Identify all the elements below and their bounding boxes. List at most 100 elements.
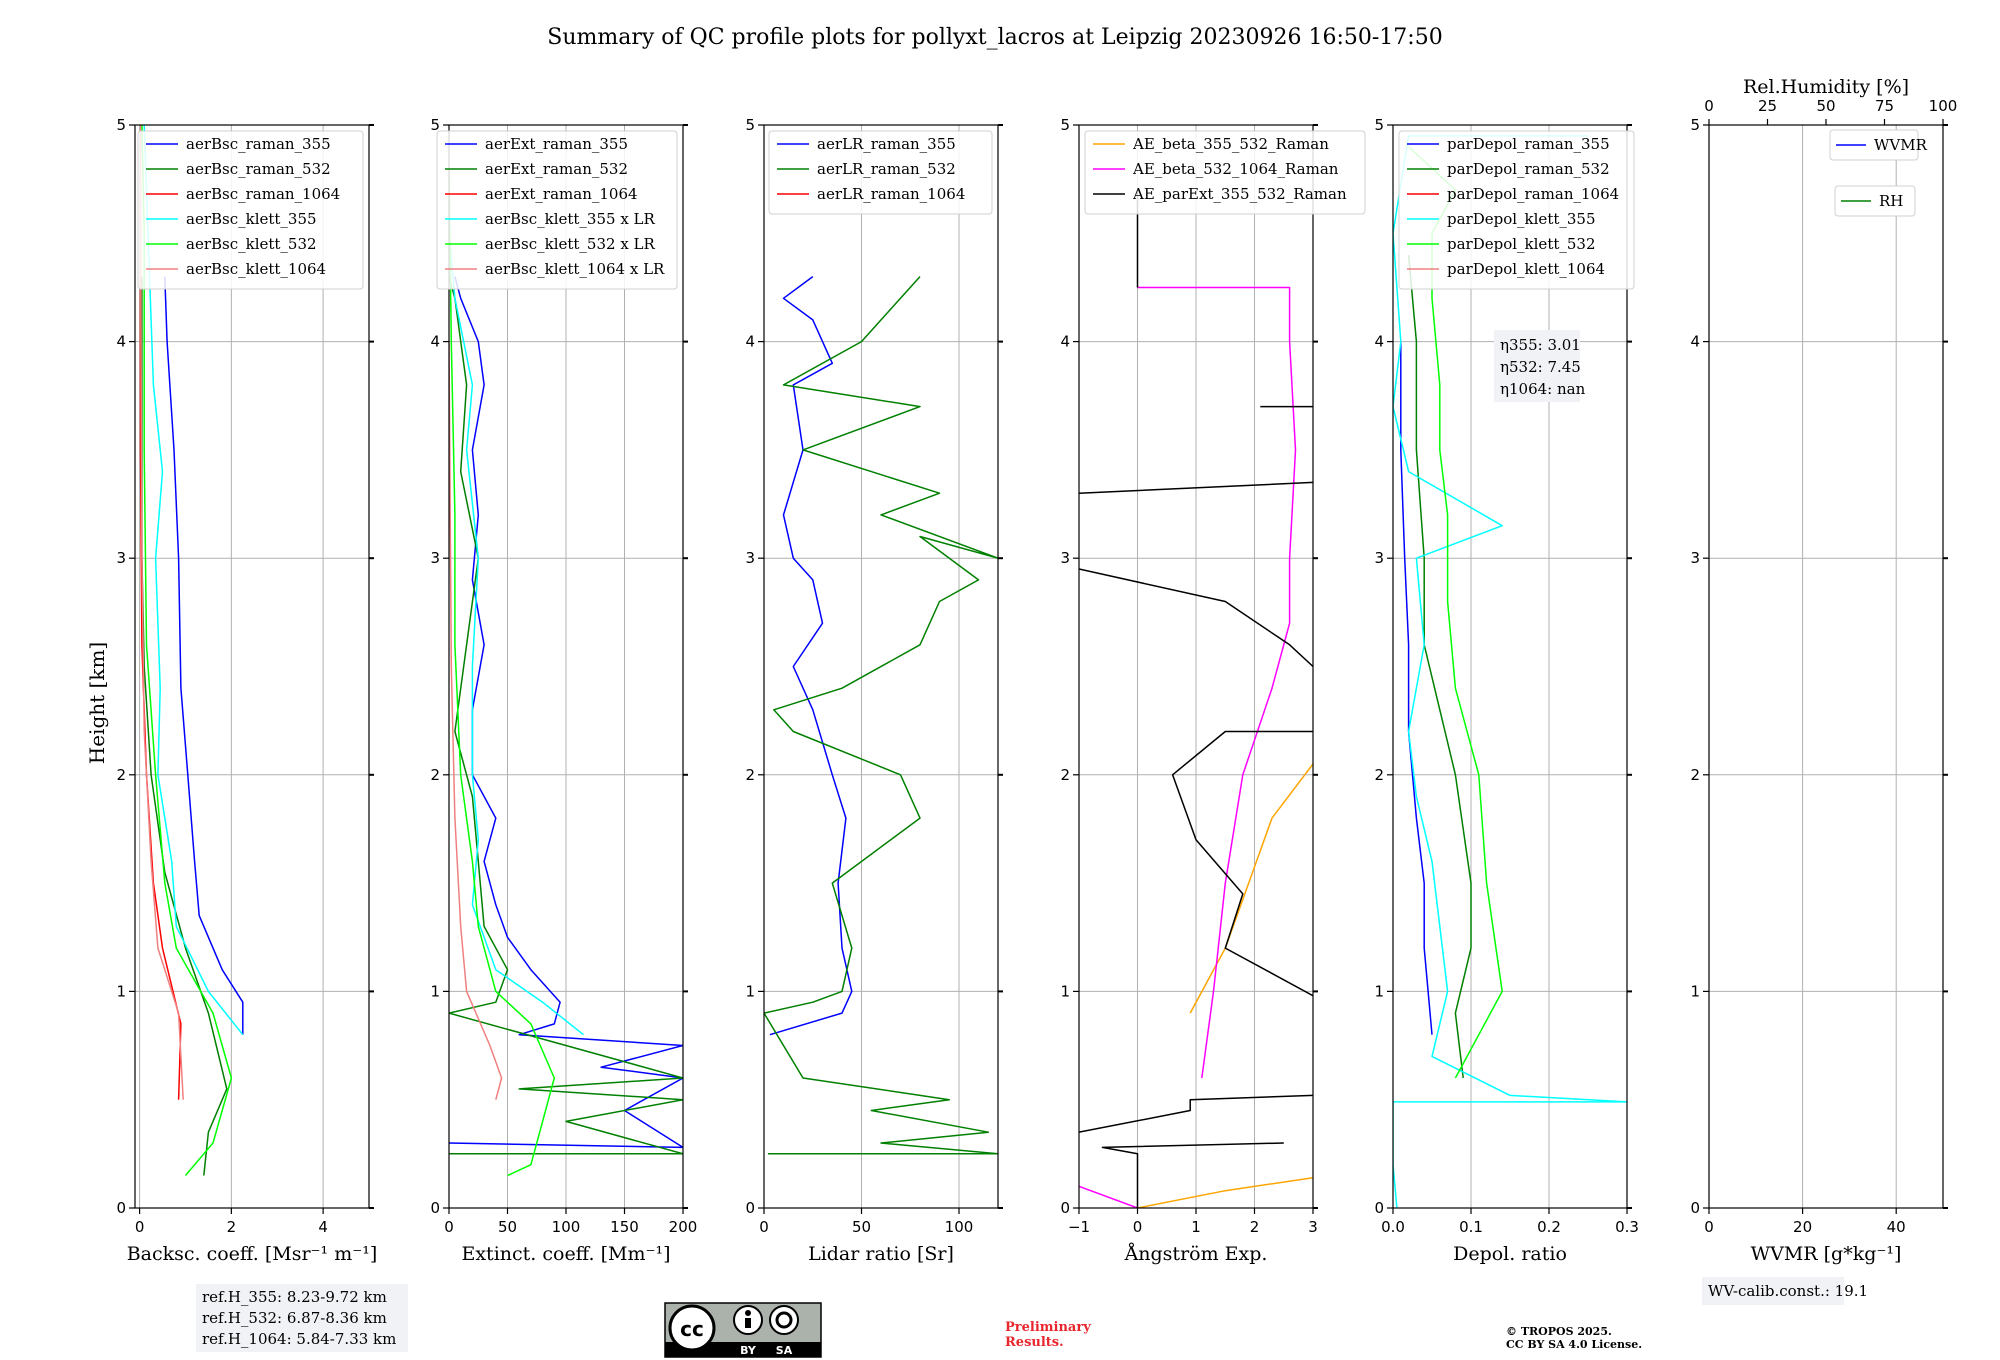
legend-label: aerBsc_raman_355 (186, 135, 331, 153)
x-tick-label: 200 (669, 1218, 698, 1236)
by-icon-head (745, 1310, 751, 1316)
y-tick-label: 1 (430, 982, 440, 1000)
series-line-aerExt_raman_355 (449, 276, 683, 1149)
legend-label: aerExt_raman_1064 (485, 185, 638, 203)
legend-WVMR: WVMR (1829, 129, 1928, 161)
top-tick-label: 75 (1875, 97, 1894, 115)
preliminary-text: Preliminary (1005, 1320, 1091, 1335)
eta-box: η355: 3.01 η532: 7.45 η1064: nan (1494, 330, 1586, 402)
legend-box (1398, 130, 1635, 290)
series-line-aerBsc_raman_355 (164, 276, 244, 1035)
legend-box (137, 130, 364, 290)
preliminary-text: Results. (1005, 1335, 1064, 1350)
series-lines (1079, 190, 1313, 1208)
legend-label: AE_parExt_355_532_Raman (1132, 185, 1347, 203)
x-tick-label: 2 (1250, 1218, 1260, 1236)
cc-license-badge: cc BY SA (664, 1302, 822, 1358)
series-line-aerExt_raman_532 (449, 276, 683, 1155)
x-tick-label: 50 (498, 1218, 517, 1236)
legend-RH: RH (1834, 185, 1916, 217)
legend-label: aerLR_raman_1064 (817, 185, 965, 203)
sa-icon-arc (775, 1311, 793, 1329)
legend: aerBsc_raman_355 aerBsc_raman_532 aerBsc_r… (137, 130, 364, 290)
series-line-AE_beta_532_1064_Raman (1079, 286, 1297, 1208)
x-axis-label: WVMR [g*kg⁻¹] (1751, 1243, 1902, 1265)
x-tick-label: 0 (444, 1218, 454, 1236)
x-tick-label: −1 (1068, 1218, 1090, 1236)
x-tick-label: 40 (1887, 1218, 1906, 1236)
annotation-line: ref.H_1064: 5.84-7.33 km (202, 1330, 396, 1348)
panel-6: 0 20 40 0 1 2 3 4 5 WVMR [g*kg⁻¹] 0 25 50 75 100 Rel.Hu… (1690, 76, 1957, 1305)
x-tick-label: 0 (1704, 1218, 1714, 1236)
legend-label: aerLR_raman_355 (817, 135, 956, 153)
legend-label: aerExt_raman_355 (485, 135, 628, 153)
legend-label: aerExt_raman_532 (485, 160, 628, 178)
series-line-aerBsc_klett_1064 x LR (449, 341, 503, 1100)
top-tick-label: 25 (1758, 97, 1777, 115)
sa-icon (769, 1305, 799, 1335)
x-tick-label: 2 (227, 1218, 237, 1236)
x-tick-label: 0 (759, 1218, 769, 1236)
y-tick-label: 2 (430, 766, 440, 784)
series-line-parDepol_raman_532 (1407, 254, 1472, 1079)
series-lines (1393, 135, 1627, 1208)
x-axis-label: Ångström Exp. (1124, 1243, 1268, 1265)
y-tick-label: 4 (1690, 333, 1700, 351)
y-tick-label: 1 (745, 982, 755, 1000)
top-axis-label: Rel.Humidity [%] (1743, 76, 1909, 98)
series-line-aerBsc_klett_355 x LR (449, 233, 584, 1036)
y-tick-label: 4 (1374, 333, 1384, 351)
legend-box (768, 130, 993, 215)
y-tick-label: 3 (745, 549, 755, 567)
y-tick-label: 1 (1060, 982, 1070, 1000)
legend: AE_beta_355_532_Raman AE_beta_532_1064_Ra… (1084, 130, 1366, 215)
x-tick-label: 0.0 (1381, 1218, 1405, 1236)
annotation-line: ref.H_355: 8.23-9.72 km (202, 1288, 387, 1306)
cc-icon-text: cc (680, 1317, 704, 1341)
wv-calib-box: WV-calib.const.: 19.1 (1702, 1277, 1868, 1305)
x-tick-label: 0 (1133, 1218, 1143, 1236)
legend-label: parDepol_raman_1064 (1447, 185, 1619, 203)
y-tick-label: 2 (116, 766, 126, 784)
series-line-parDepol_klett_355 (1393, 135, 1627, 1208)
annotation-box (196, 1284, 408, 1352)
legend-label: WVMR (1874, 136, 1928, 154)
y-tick-label: 5 (116, 116, 126, 134)
y-tick-label: 3 (1374, 549, 1384, 567)
x-tick-label: 0.2 (1537, 1218, 1561, 1236)
y-tick-label: 5 (430, 116, 440, 134)
legend-box (1829, 129, 1919, 161)
plot-frame (1708, 124, 1944, 1209)
series-line-aerLR_raman_355 (769, 275, 853, 1036)
x-tick-label: 3 (1308, 1218, 1318, 1236)
annotation-box (1494, 330, 1580, 402)
series-lines (764, 275, 998, 1155)
y-tick-label: 0 (745, 1199, 755, 1217)
annotation-line: η1064: nan (1500, 380, 1586, 398)
series-line-aerBsc_klett_355 (143, 125, 244, 1036)
y-tick-label: 0 (116, 1199, 126, 1217)
legend-label: aerBsc_klett_1064 x LR (485, 260, 665, 278)
legend-label: aerBsc_klett_355 (186, 210, 317, 228)
y-tick-label: 5 (1374, 116, 1384, 134)
x-axis-label: Lidar ratio [Sr] (808, 1243, 954, 1265)
x-tick-label: 150 (610, 1218, 639, 1236)
legend-label: aerBsc_klett_532 (186, 235, 317, 253)
legend: aerLR_raman_355 aerLR_raman_532 aerLR_rama… (768, 130, 993, 215)
y-tick-label: 3 (1060, 549, 1070, 567)
copyright-text: CC BY SA 4.0 License. (1506, 1338, 1642, 1351)
annotation-line: ref.H_532: 6.87-8.36 km (202, 1309, 387, 1327)
x-axis-label: Depol. ratio (1453, 1243, 1567, 1265)
x-axis-label: Backsc. coeff. [Msr⁻¹ m⁻¹] (127, 1243, 378, 1265)
legend-label: aerBsc_raman_1064 (186, 185, 340, 203)
legend: parDepol_raman_355 parDepol_raman_532 parD… (1398, 130, 1635, 290)
legend-label: parDepol_klett_532 (1447, 235, 1596, 253)
y-tick-label: 5 (1690, 116, 1700, 134)
y-tick-label: 5 (745, 116, 755, 134)
y-tick-label: 3 (116, 549, 126, 567)
y-tick-label: 0 (1374, 1199, 1384, 1217)
series-line-AE_beta_355_532_Raman (1137, 763, 1313, 1208)
